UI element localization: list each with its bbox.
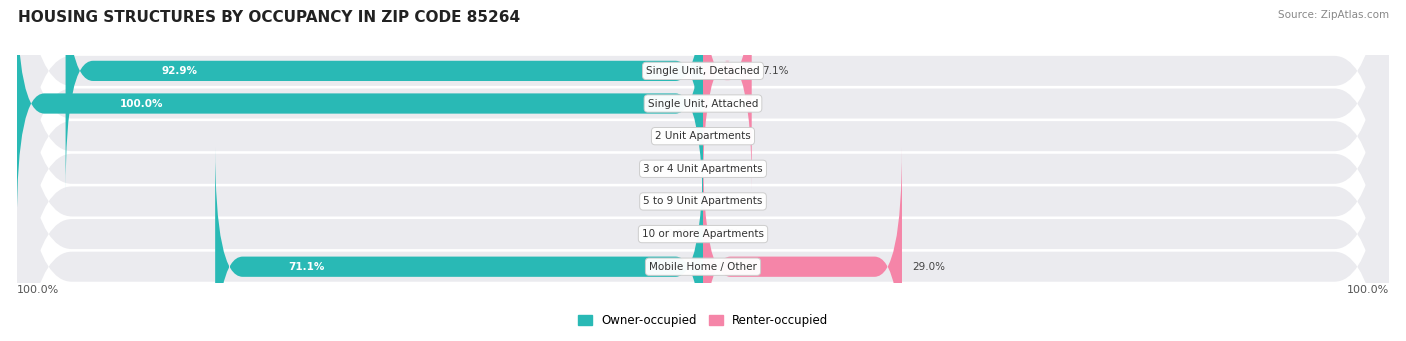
Text: 0.0%: 0.0% — [713, 196, 740, 206]
FancyBboxPatch shape — [17, 0, 1389, 341]
Text: Single Unit, Detached: Single Unit, Detached — [647, 66, 759, 76]
FancyBboxPatch shape — [17, 0, 703, 224]
FancyBboxPatch shape — [215, 146, 703, 341]
Text: 0.0%: 0.0% — [713, 164, 740, 174]
FancyBboxPatch shape — [17, 0, 1389, 341]
Legend: Owner-occupied, Renter-occupied: Owner-occupied, Renter-occupied — [578, 314, 828, 327]
Text: 3 or 4 Unit Apartments: 3 or 4 Unit Apartments — [643, 164, 763, 174]
Text: 0.0%: 0.0% — [713, 99, 740, 108]
Text: Mobile Home / Other: Mobile Home / Other — [650, 262, 756, 272]
Text: 5 to 9 Unit Apartments: 5 to 9 Unit Apartments — [644, 196, 762, 206]
FancyBboxPatch shape — [17, 0, 1389, 341]
Text: 71.1%: 71.1% — [288, 262, 325, 272]
Text: 0.0%: 0.0% — [713, 131, 740, 141]
FancyBboxPatch shape — [17, 0, 1389, 341]
Text: 2 Unit Apartments: 2 Unit Apartments — [655, 131, 751, 141]
Text: 0.0%: 0.0% — [666, 131, 693, 141]
FancyBboxPatch shape — [703, 146, 903, 341]
Text: 100.0%: 100.0% — [17, 285, 59, 295]
Text: 10 or more Apartments: 10 or more Apartments — [643, 229, 763, 239]
FancyBboxPatch shape — [703, 0, 752, 191]
Text: Source: ZipAtlas.com: Source: ZipAtlas.com — [1278, 10, 1389, 20]
Text: 29.0%: 29.0% — [912, 262, 945, 272]
Text: 0.0%: 0.0% — [666, 164, 693, 174]
Text: 92.9%: 92.9% — [162, 66, 197, 76]
Text: 0.0%: 0.0% — [666, 229, 693, 239]
FancyBboxPatch shape — [17, 0, 1389, 317]
Text: 0.0%: 0.0% — [666, 196, 693, 206]
Text: 7.1%: 7.1% — [762, 66, 789, 76]
Text: 0.0%: 0.0% — [713, 229, 740, 239]
FancyBboxPatch shape — [66, 0, 703, 191]
Text: 100.0%: 100.0% — [1347, 285, 1389, 295]
FancyBboxPatch shape — [17, 20, 1389, 341]
FancyBboxPatch shape — [17, 0, 1389, 341]
Text: Single Unit, Attached: Single Unit, Attached — [648, 99, 758, 108]
Text: 100.0%: 100.0% — [120, 99, 163, 108]
Text: HOUSING STRUCTURES BY OCCUPANCY IN ZIP CODE 85264: HOUSING STRUCTURES BY OCCUPANCY IN ZIP C… — [18, 10, 520, 25]
